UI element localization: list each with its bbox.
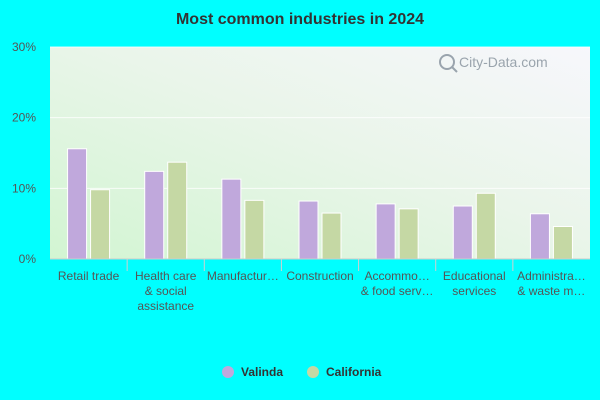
magnifier-handle xyxy=(451,66,458,73)
bar-california-1[interactable] xyxy=(167,161,188,260)
bar-valinda-6[interactable] xyxy=(529,213,550,260)
legend-swatch-california xyxy=(307,366,319,378)
x-category-label: Manufactur… xyxy=(207,269,279,283)
legend-label-valinda: Valinda xyxy=(241,365,283,379)
bar-valinda-2[interactable] xyxy=(221,178,242,260)
bar-valinda-0[interactable] xyxy=(67,148,88,260)
y-tick-label: 30% xyxy=(12,40,36,54)
bar-california-6[interactable] xyxy=(552,225,573,260)
bar-valinda-3[interactable] xyxy=(298,200,319,260)
y-tick-label: 0% xyxy=(19,252,37,266)
x-category-label: Retail trade xyxy=(58,269,120,283)
bar-california-2[interactable] xyxy=(244,199,265,260)
x-category-label: Accommo… & food serv… xyxy=(361,269,434,298)
bar-california-0[interactable] xyxy=(90,189,111,260)
plot-area xyxy=(50,47,590,259)
y-tick-label: 20% xyxy=(12,111,36,125)
category-labels: Retail trade Health care & social assistanc… xyxy=(58,259,586,313)
bar-valinda-4[interactable] xyxy=(375,203,396,260)
legend: Valinda California xyxy=(222,365,382,379)
legend-label-california: California xyxy=(326,365,382,379)
x-category-label: Administra… & waste m… xyxy=(517,269,586,298)
x-category-label: Construction xyxy=(286,269,353,283)
y-tick-label: 10% xyxy=(12,181,36,195)
bar-california-5[interactable] xyxy=(475,192,496,260)
bars xyxy=(67,148,573,260)
bar-california-4[interactable] xyxy=(398,208,419,260)
watermark-text: City-Data.com xyxy=(459,54,548,70)
magnifier-icon xyxy=(439,54,455,70)
x-category-label: Health care & social assistance xyxy=(135,269,197,313)
legend-swatch-valinda xyxy=(222,366,234,378)
chart-title: Most common industries in 2024 xyxy=(176,11,424,28)
bar-california-3[interactable] xyxy=(321,212,342,260)
watermark: City-Data.com xyxy=(439,54,548,73)
x-category-label: Educational services xyxy=(443,269,506,298)
gridlines xyxy=(50,46,590,189)
bar-valinda-5[interactable] xyxy=(452,205,473,260)
bar-valinda-1[interactable] xyxy=(144,170,165,260)
y-axis-ticks: 0% 10% 20% 30% xyxy=(12,40,36,266)
